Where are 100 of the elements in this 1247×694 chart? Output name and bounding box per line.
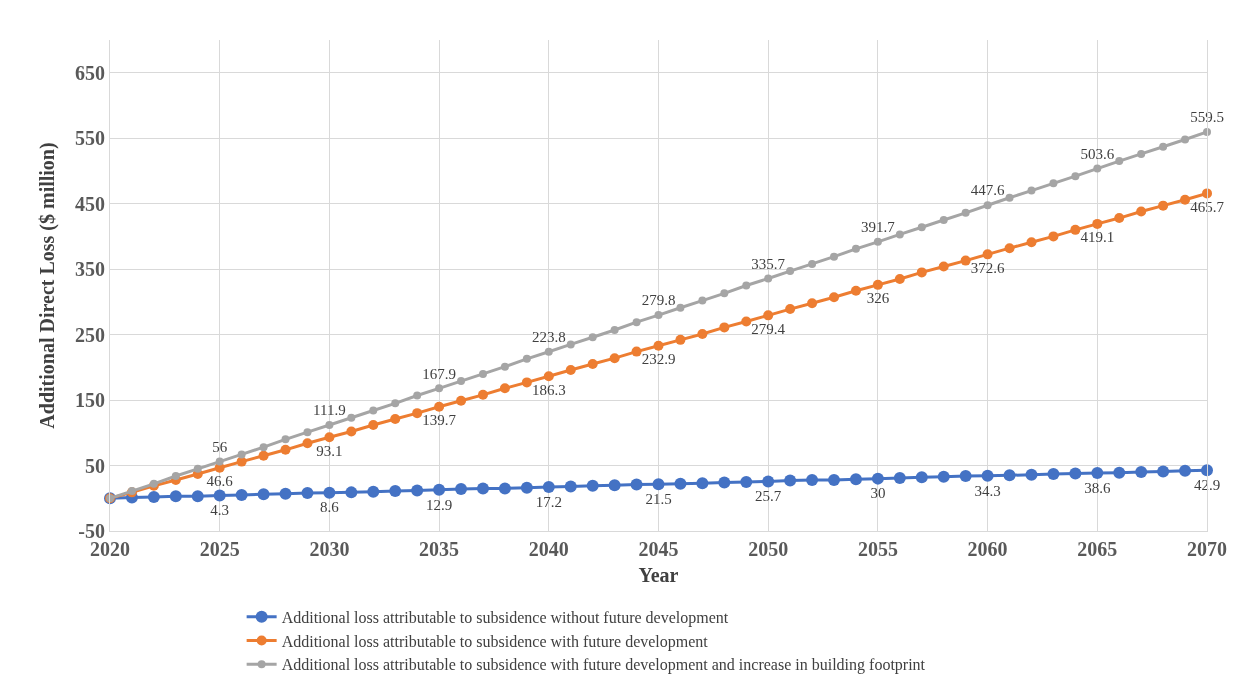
point bbox=[434, 401, 445, 412]
point bbox=[279, 487, 292, 500]
point bbox=[1025, 468, 1038, 481]
point bbox=[829, 292, 840, 303]
point bbox=[1003, 469, 1016, 482]
point bbox=[895, 230, 904, 239]
data-label: 34.3 bbox=[974, 482, 1001, 499]
point bbox=[191, 490, 204, 503]
point bbox=[872, 279, 883, 290]
point bbox=[1092, 218, 1103, 229]
point bbox=[894, 273, 905, 284]
point bbox=[171, 472, 180, 481]
point bbox=[367, 485, 380, 498]
point bbox=[1047, 468, 1060, 481]
point bbox=[763, 310, 774, 321]
point bbox=[1179, 464, 1192, 477]
point bbox=[959, 470, 972, 482]
data-label: 46.6 bbox=[206, 473, 234, 490]
point bbox=[1137, 149, 1146, 158]
point bbox=[588, 333, 597, 342]
point bbox=[456, 395, 467, 406]
point bbox=[1071, 172, 1080, 181]
point bbox=[500, 362, 509, 371]
point bbox=[871, 472, 884, 485]
point bbox=[302, 438, 313, 449]
point bbox=[520, 481, 533, 494]
point bbox=[169, 490, 182, 503]
point bbox=[982, 249, 993, 260]
point bbox=[193, 464, 202, 473]
point bbox=[1158, 200, 1169, 211]
x-tick-label: 2070 bbox=[1187, 538, 1227, 560]
point bbox=[368, 419, 379, 430]
point bbox=[674, 477, 687, 490]
point bbox=[609, 353, 620, 364]
point bbox=[369, 406, 378, 415]
point bbox=[564, 480, 577, 493]
point bbox=[498, 482, 511, 495]
point bbox=[830, 252, 839, 261]
point bbox=[301, 487, 314, 500]
point bbox=[566, 340, 575, 349]
x-tick-label: 2055 bbox=[857, 538, 898, 560]
point bbox=[632, 318, 641, 327]
point bbox=[389, 485, 402, 498]
point bbox=[608, 479, 621, 492]
point bbox=[740, 475, 753, 488]
x-axis-title: Year bbox=[638, 563, 679, 586]
x-tick-label: 2035 bbox=[419, 538, 460, 560]
y-tick-label: 650 bbox=[75, 61, 105, 84]
point bbox=[808, 259, 817, 268]
point bbox=[807, 298, 818, 309]
point bbox=[257, 488, 270, 501]
data-label: 167.9 bbox=[422, 365, 456, 382]
point bbox=[215, 457, 224, 466]
point bbox=[1180, 194, 1191, 205]
point bbox=[719, 322, 730, 333]
data-label: 279.4 bbox=[751, 320, 786, 337]
point bbox=[718, 476, 731, 489]
point bbox=[654, 311, 663, 320]
point bbox=[850, 285, 861, 296]
point bbox=[939, 216, 948, 225]
point bbox=[586, 479, 599, 492]
point bbox=[1091, 467, 1104, 479]
point bbox=[1069, 467, 1082, 480]
point bbox=[697, 328, 708, 339]
point bbox=[1070, 224, 1081, 235]
point bbox=[346, 426, 357, 437]
data-label: 391.7 bbox=[861, 219, 896, 236]
point bbox=[631, 346, 642, 357]
point bbox=[630, 478, 643, 491]
y-tick-label: 250 bbox=[75, 323, 105, 346]
data-label: 419.1 bbox=[1080, 229, 1115, 246]
point bbox=[675, 334, 686, 345]
point bbox=[916, 267, 927, 278]
point bbox=[676, 303, 685, 312]
point bbox=[213, 489, 226, 502]
point bbox=[1159, 142, 1168, 151]
data-label: 447.6 bbox=[970, 182, 1005, 199]
point bbox=[762, 475, 775, 488]
point bbox=[873, 237, 882, 246]
point bbox=[323, 486, 336, 499]
point bbox=[1135, 466, 1148, 479]
point bbox=[917, 223, 926, 232]
y-tick-label: 450 bbox=[75, 192, 105, 215]
point bbox=[1201, 464, 1213, 477]
point bbox=[259, 443, 268, 452]
point bbox=[720, 289, 729, 298]
point bbox=[893, 471, 906, 484]
point bbox=[147, 490, 160, 503]
legend-label: Additional loss attributable to subsidence with future development bbox=[281, 632, 709, 651]
point bbox=[1115, 157, 1124, 166]
y-tick-label: 550 bbox=[75, 127, 105, 150]
point bbox=[411, 484, 424, 497]
data-label: 30 bbox=[870, 485, 886, 502]
x-tick-label: 2045 bbox=[638, 538, 679, 560]
data-label: 559.5 bbox=[1190, 109, 1224, 126]
point bbox=[698, 296, 707, 305]
point bbox=[521, 377, 532, 388]
point bbox=[1027, 186, 1036, 195]
data-label: 56 bbox=[212, 438, 228, 455]
y-tick-label: 150 bbox=[75, 389, 105, 412]
